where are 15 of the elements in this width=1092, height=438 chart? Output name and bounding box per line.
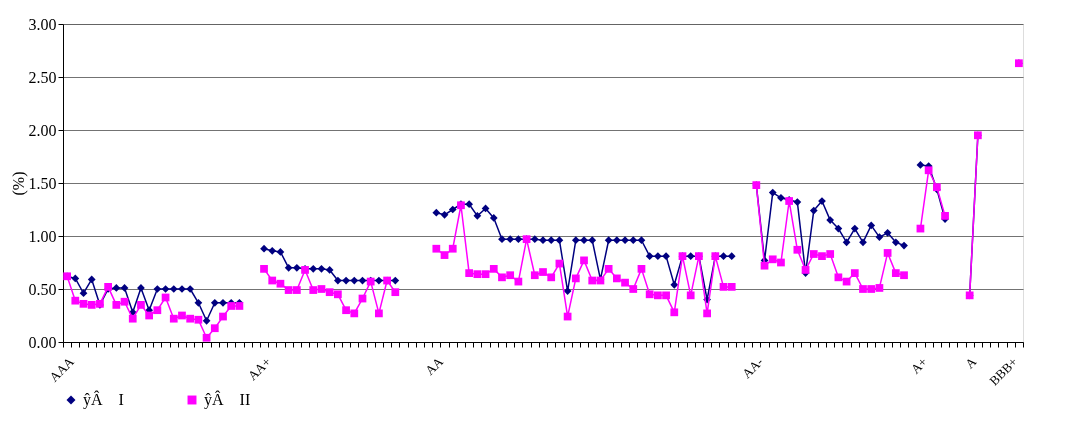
y-tick-label: 0.00 — [28, 333, 57, 351]
y-tick-label: 2.50 — [28, 68, 57, 86]
y-tick-label: 1.00 — [28, 227, 57, 245]
x-tick-label: A+ — [907, 354, 931, 377]
legend-label: ŷÂ II — [204, 390, 251, 409]
y-tick-label: 0.50 — [28, 280, 57, 298]
x-tick-label: A — [962, 353, 980, 372]
y-axis-title: (%) — [9, 171, 28, 196]
x-tick-label: AA- — [739, 354, 767, 382]
legend-label: ŷÂ I — [83, 390, 124, 409]
y-tick-label: 3.00 — [28, 15, 57, 33]
x-tick-label: AA — [422, 353, 447, 378]
x-tick-label: AA+ — [244, 354, 274, 384]
y-tick-label: 1.50 — [28, 174, 57, 192]
y-tick-label: 2.00 — [28, 121, 57, 139]
